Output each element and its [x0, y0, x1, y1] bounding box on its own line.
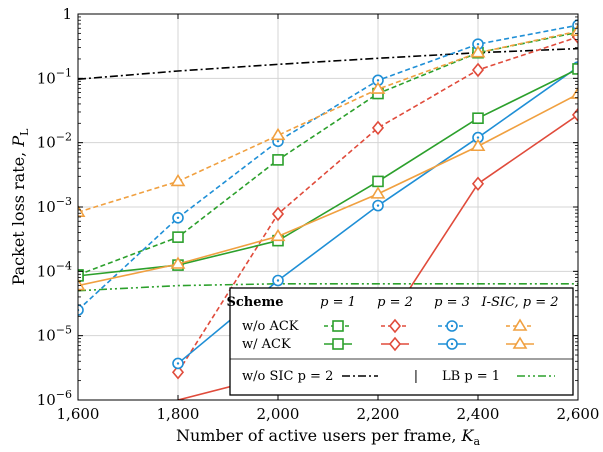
- point-woack_isic: [270, 127, 286, 141]
- series-line-wosic_p2: [78, 47, 578, 80]
- point-woack_p2: [271, 206, 285, 222]
- point-wack_p2: [471, 176, 485, 191]
- point-wack_p1: [78, 270, 84, 282]
- y-tick-label: 10−4: [37, 259, 72, 280]
- legend-marker-woack_p3-dot: [450, 324, 454, 328]
- legend-marker-woack_p1: [332, 320, 344, 332]
- legend-marker-woack_isic: [512, 318, 528, 331]
- x-tick-label: 1,800: [157, 405, 200, 423]
- legend-lb-label: LB p = 1: [442, 369, 500, 384]
- point-woack_p3-dot: [376, 79, 380, 82]
- series-woack_p1: [78, 26, 578, 281]
- y-tick-label: 10−2: [37, 131, 72, 152]
- series-line-woack_isic: [78, 30, 578, 213]
- point-wack_isic: [470, 138, 486, 152]
- point-woack_p2: [171, 364, 185, 380]
- point-wack_isic: [170, 256, 186, 269]
- legend-box: [229, 287, 574, 396]
- x-tick-label: 2,600: [557, 405, 600, 423]
- point-wack_isic: [270, 228, 286, 242]
- series-line-woack_p1: [78, 31, 578, 276]
- series-woack_p2: [171, 29, 578, 380]
- point-wack_isic: [570, 86, 578, 99]
- point-wack_p3-dot: [276, 279, 280, 282]
- point-woack_isic: [170, 173, 186, 187]
- point-woack_p3: [78, 304, 84, 316]
- axis-ticks: 1,600 1,800 2,000 2,200 2,400 2,600 10−6 10−5 10…: [37, 5, 600, 423]
- point-woack_p2: [371, 120, 385, 136]
- y-tick-label: 1: [62, 5, 72, 23]
- point-wack_p1: [472, 112, 484, 125]
- series-line-woack_p3: [78, 24, 578, 311]
- series-wack_isic: [78, 86, 578, 291]
- legend-header-0: Scheme: [226, 295, 283, 310]
- legend-row-label: w/o ACK: [242, 319, 299, 334]
- x-tick-label: 2,400: [457, 405, 500, 423]
- point-woack_p1: [272, 154, 284, 166]
- y-tick-label: 10−6: [37, 388, 72, 409]
- series-line-lb_p1: [78, 283, 578, 292]
- series-layer: [78, 19, 578, 400]
- point-woack_p3-dot: [176, 216, 180, 219]
- legend-marker-wack_p1: [332, 338, 344, 350]
- point-woack_p3-dot: [476, 42, 480, 46]
- point-woack_isic: [470, 45, 486, 58]
- point-wack_p1: [372, 175, 384, 188]
- series-woack_isic: [78, 23, 578, 218]
- point-woack_isic: [570, 23, 578, 37]
- point-woack_isic: [370, 81, 386, 94]
- point-woack_p2: [471, 62, 485, 78]
- x-tick-label: 2,200: [357, 405, 400, 423]
- point-wack_p3-dot: [476, 136, 480, 139]
- y-tick-label: 10−5: [37, 324, 72, 345]
- point-wack_p3-dot: [176, 362, 180, 365]
- legend-marker-woack_p2: [388, 318, 402, 334]
- y-axis-label: Packet loss rate, PL: [9, 128, 31, 286]
- legend-wosic-label: w/o SIC p = 2: [242, 369, 333, 384]
- point-woack_isic: [78, 204, 86, 218]
- point-wack_isic: [370, 186, 386, 199]
- legend-header-1: p = 1: [320, 295, 356, 310]
- legend-header-2: p = 2: [377, 295, 413, 310]
- x-tick-label: 1,600: [57, 405, 100, 423]
- point-wack_p3-dot: [376, 204, 380, 207]
- point-wack_isic: [78, 278, 86, 291]
- point-woack_p1: [172, 231, 184, 243]
- x-tick-label: 2,000: [257, 405, 300, 423]
- legend-separator: |: [414, 369, 418, 384]
- series-line-woack_p2: [177, 36, 578, 373]
- series-line-wack_isic: [78, 93, 578, 287]
- legend-marker-wack_p2: [388, 336, 402, 352]
- legend-header-4: I-SIC, p = 2: [480, 295, 558, 310]
- legend: Scheme p = 1 p = 2 p = 3 I-SIC, p = 2 w/o ACK…: [226, 287, 574, 396]
- x-axis-label: Number of active users per frame, Ka: [176, 426, 480, 448]
- y-tick-label: 10−1: [37, 66, 72, 87]
- series-wosic_p2: [78, 47, 578, 80]
- legend-marker-wack_isic: [512, 336, 528, 349]
- point-wack_p1: [572, 63, 578, 75]
- legend-header-3: p = 3: [434, 295, 470, 310]
- series-line-wack_p1: [78, 68, 578, 277]
- point-woack_p3-dot: [276, 140, 280, 143]
- legend-row-label: w/ ACK: [242, 337, 291, 352]
- series-lb_p1: [78, 283, 578, 292]
- legend-marker-wack_p3-dot: [450, 342, 454, 346]
- y-tick-label: 10−3: [37, 195, 72, 216]
